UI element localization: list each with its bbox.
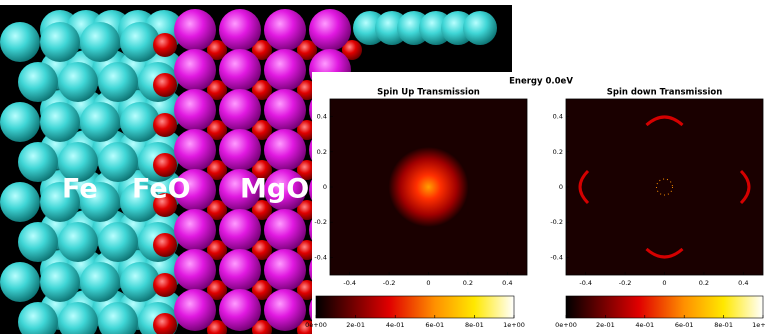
y-tick-label: 0	[559, 183, 563, 191]
atom	[80, 22, 120, 62]
atom	[219, 89, 261, 131]
y-tick-label: -0.4	[314, 253, 327, 261]
atom	[0, 182, 40, 222]
x-tick-label: -0.4	[343, 279, 356, 287]
colorbar-tick-label: 1e+00	[752, 321, 766, 329]
atom	[153, 73, 177, 97]
x-tick-label: 0	[662, 279, 666, 287]
colorbar-tick-label: 8e-01	[465, 321, 484, 329]
colorbar-tick-label: 8e-01	[714, 321, 733, 329]
colorbar	[316, 296, 514, 318]
atom	[58, 62, 98, 102]
atom	[174, 49, 216, 91]
transmission-peak	[389, 147, 469, 227]
atom	[18, 222, 58, 262]
atom	[174, 9, 216, 51]
x-tick-label: 0.2	[699, 279, 709, 287]
colorbar-tick-label: 2e-01	[346, 321, 365, 329]
atom	[219, 49, 261, 91]
colorbar	[566, 296, 763, 318]
y-tick-label: 0.2	[317, 148, 327, 156]
atom	[58, 222, 98, 262]
suptitle: Energy 0.0eV	[509, 77, 573, 87]
chart-title: Spin down Transmission	[607, 88, 723, 98]
atom	[18, 142, 58, 182]
atom-label: MgO	[240, 174, 309, 205]
atom	[174, 289, 216, 331]
atom	[264, 129, 306, 171]
atom	[174, 249, 216, 291]
y-tick-label: 0.4	[317, 113, 327, 121]
heatmap-background	[566, 99, 763, 275]
x-tick-label: 0	[426, 279, 430, 287]
atom	[0, 22, 40, 62]
atom	[98, 222, 138, 262]
y-tick-label: 0.2	[553, 148, 563, 156]
atom	[98, 62, 138, 102]
atom	[174, 209, 216, 251]
colorbar-tick-label: 1e+00	[503, 321, 525, 329]
chart-title: Spin Up Transmission	[377, 88, 480, 98]
atom	[40, 102, 80, 142]
atom	[80, 262, 120, 302]
x-tick-label: -0.2	[619, 279, 632, 287]
atom	[219, 129, 261, 171]
figure: Fe FeO MgO Energy 0.0eV Spin Up Transmis…	[0, 0, 766, 334]
y-tick-label: -0.4	[550, 253, 563, 261]
colorbar-tick-label: 0e+00	[555, 321, 577, 329]
atom	[264, 289, 306, 331]
atom	[219, 249, 261, 291]
atom	[309, 9, 351, 51]
atom	[264, 249, 306, 291]
atom	[264, 89, 306, 131]
atom	[153, 113, 177, 137]
x-tick-label: -0.4	[579, 279, 592, 287]
atom	[463, 11, 497, 45]
atom	[153, 33, 177, 57]
atom	[219, 289, 261, 331]
atom	[264, 49, 306, 91]
atom-label: Fe	[62, 174, 98, 205]
x-tick-label: 0.4	[502, 279, 512, 287]
x-tick-label: 0.2	[463, 279, 473, 287]
colorbar-tick-label: 4e-01	[386, 321, 405, 329]
atom	[40, 262, 80, 302]
atom	[0, 262, 40, 302]
atom	[80, 102, 120, 142]
atom	[40, 22, 80, 62]
colorbar-tick-label: 4e-01	[635, 321, 654, 329]
atom	[0, 102, 40, 142]
atom	[264, 9, 306, 51]
y-tick-label: -0.2	[314, 218, 327, 226]
x-tick-label: 0.4	[738, 279, 748, 287]
atom	[264, 209, 306, 251]
colorbar-tick-label: 6e-01	[425, 321, 444, 329]
atom	[219, 209, 261, 251]
x-tick-label: -0.2	[383, 279, 396, 287]
atom	[153, 273, 177, 297]
y-tick-label: 0.4	[553, 113, 563, 121]
y-tick-label: 0	[323, 183, 327, 191]
atom	[153, 233, 177, 257]
atom	[174, 89, 216, 131]
atom-label: FeO	[132, 174, 191, 205]
y-tick-label: -0.2	[550, 218, 563, 226]
atom	[219, 9, 261, 51]
atom	[174, 129, 216, 171]
colorbar-tick-label: 6e-01	[675, 321, 694, 329]
colorbar-tick-label: 2e-01	[596, 321, 615, 329]
colorbar-tick-label: 0e+00	[305, 321, 327, 329]
atom	[18, 62, 58, 102]
